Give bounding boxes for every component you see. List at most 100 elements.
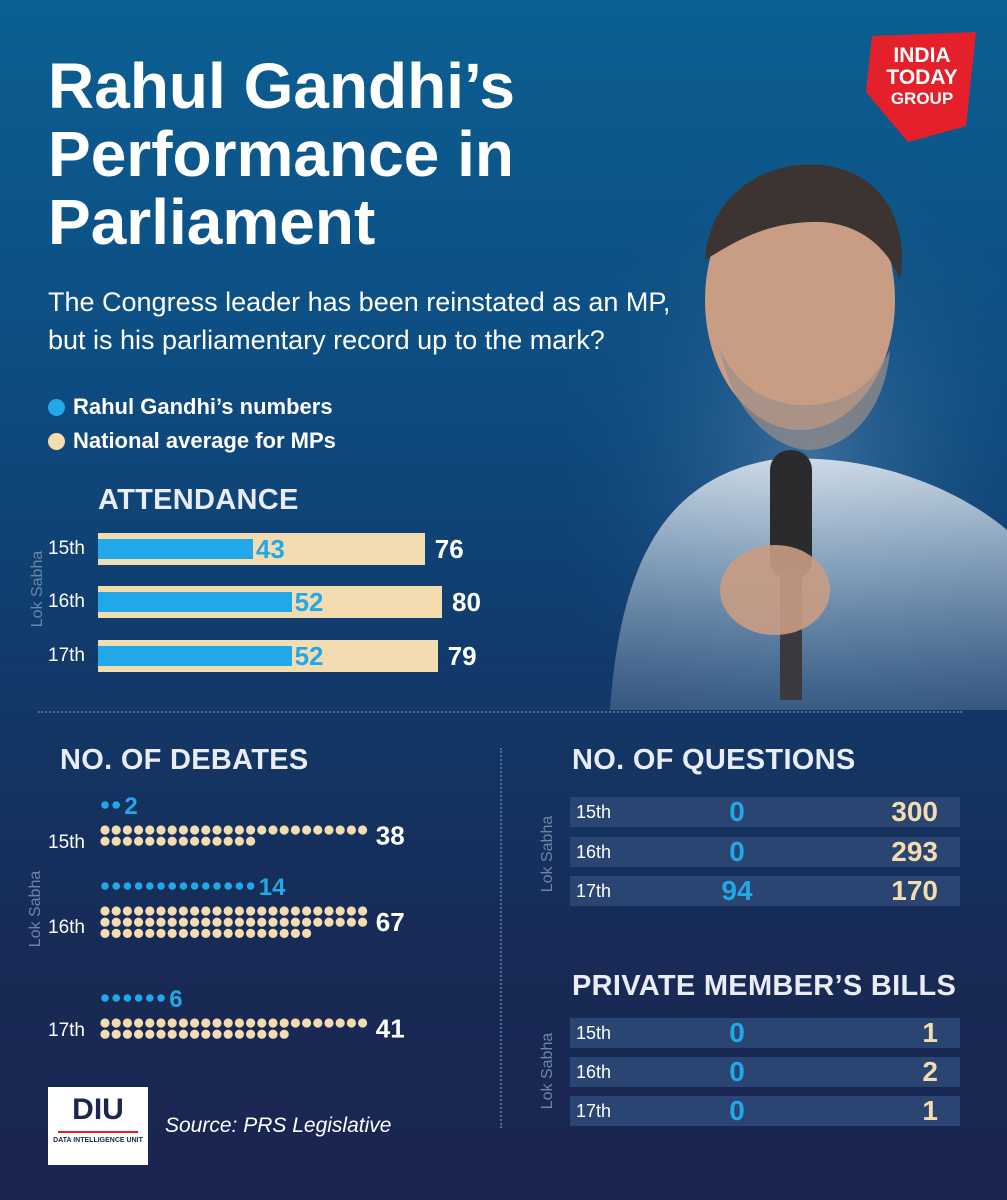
debate-dot-national: [246, 1029, 256, 1039]
debate-dot-national: [122, 825, 132, 835]
debate-dot-national: [268, 928, 278, 938]
debate-dot-national: [201, 1018, 211, 1028]
debate-dot-national: [257, 825, 267, 835]
debate-dot-national: [201, 836, 211, 846]
debate-dot-national: [324, 917, 334, 927]
debate-dot-national: [346, 1018, 356, 1028]
debate-national-value: 41: [376, 1014, 405, 1044]
questions-row: 15th 0 300: [570, 797, 960, 827]
horizontal-divider: [38, 711, 962, 713]
debate-dot-national: [190, 906, 200, 916]
legend-label: National average for MPs: [73, 428, 336, 453]
debate-dot-national: [201, 906, 211, 916]
legend-item-national: National average for MPs: [48, 428, 336, 454]
logo-line2: TODAY: [886, 66, 957, 89]
debate-dot-national: [246, 928, 256, 938]
attendance-rahul-bar: [98, 539, 253, 559]
debate-dot-national: [100, 906, 110, 916]
debate-dot-national: [279, 928, 289, 938]
debate-dot-national: [324, 825, 334, 835]
bills-title: PRIVATE MEMBER’S BILLS: [572, 970, 957, 1002]
debate-dot-rahul: [157, 994, 165, 1002]
debate-national-value: 38: [376, 821, 405, 851]
debate-dot-national: [111, 1018, 121, 1028]
legend-label: Rahul Gandhi’s numbers: [73, 394, 333, 419]
lok-sabha-label: Lok Sabha: [539, 815, 556, 893]
debate-dot-rahul: [123, 994, 132, 1002]
page-subtitle: The Congress leader has been reinstated …: [48, 287, 671, 355]
debate-dot-national: [167, 836, 177, 846]
debate-dot-national: [100, 1018, 110, 1028]
debate-dot-national: [290, 928, 300, 938]
debate-dot-national: [111, 1029, 121, 1039]
debate-dot-national: [190, 928, 200, 938]
debate-dot-national: [212, 836, 222, 846]
debate-dot-national: [268, 1018, 278, 1028]
debate-dot-national: [335, 1018, 345, 1028]
debate-dot-national: [111, 917, 121, 927]
debate-dot-national: [335, 917, 345, 927]
diu-logo-underline: [58, 1131, 138, 1133]
debate-dot-national: [279, 825, 289, 835]
debate-dot-national: [302, 928, 312, 938]
debates-row-label: 17th: [48, 1020, 85, 1041]
debate-dot-national: [111, 825, 121, 835]
bills-rahul-value: 0: [729, 1017, 745, 1048]
questions-row-label: 15th: [576, 802, 612, 822]
page-title: Rahul Gandhi’s Performance in Parliament: [48, 50, 515, 258]
debate-dot-national: [268, 825, 278, 835]
debate-dot-national: [134, 906, 144, 916]
debate-dot-national: [212, 917, 222, 927]
debate-dot-national: [201, 928, 211, 938]
debates-dots: 2 38 14 67 6 41: [100, 793, 405, 1044]
debate-dot-national: [257, 906, 267, 916]
debate-dot-national: [167, 906, 177, 916]
debate-dot-national: [134, 836, 144, 846]
legend-dot-blue: [48, 398, 65, 416]
debate-dot-national: [234, 825, 244, 835]
debate-dot-national: [122, 836, 132, 846]
logo-shape: INDIA TODAY GROUP: [866, 32, 976, 142]
debate-dot-national: [234, 1029, 244, 1039]
debate-dot-national: [178, 928, 188, 938]
debate-dot-national: [156, 917, 166, 927]
debate-dot-national: [190, 1018, 200, 1028]
debate-dot-rahul: [101, 994, 109, 1002]
debate-dot-national: [313, 1018, 323, 1028]
debate-dot-national: [313, 906, 323, 916]
debate-dot-rahul: [134, 882, 143, 890]
debate-dot-rahul: [112, 994, 120, 1002]
debate-rahul-value: 2: [124, 793, 137, 820]
attendance-national-value: 79: [447, 641, 477, 671]
debate-dot-national: [134, 825, 144, 835]
debate-dot-national: [122, 917, 132, 927]
source-note: Source: PRS Legislative: [165, 1114, 392, 1137]
questions-rahul-value: 0: [729, 836, 745, 867]
india-today-logo: INDIA TODAY GROUP: [862, 32, 982, 144]
debates-row-label: 16th: [48, 917, 85, 938]
debate-dot-national: [324, 906, 334, 916]
debate-dot-rahul: [112, 801, 120, 809]
debate-dot-national: [178, 906, 188, 916]
debate-dot-national: [257, 928, 267, 938]
questions-national-value: 170: [891, 875, 938, 906]
attendance-rahul-value: 43: [255, 534, 285, 564]
debate-dot-national: [190, 836, 200, 846]
debate-dot-national: [134, 1029, 144, 1039]
debate-dot-national: [257, 917, 267, 927]
debate-dot-national: [145, 1029, 155, 1039]
questions-row-label: 16th: [576, 842, 612, 862]
diu-logo-subtext: DATA INTELLIGENCE UNIT: [53, 1137, 143, 1144]
debate-dot-national: [167, 917, 177, 927]
debate-dot-national: [223, 928, 233, 938]
debate-dot-national: [178, 917, 188, 927]
portrait-illustration: [570, 150, 1007, 710]
debate-dot-national: [156, 836, 166, 846]
debate-dot-rahul: [101, 882, 109, 890]
debate-dot-national: [167, 1029, 177, 1039]
debate-dot-national: [145, 836, 155, 846]
debate-dot-national: [358, 825, 368, 835]
debate-dot-national: [302, 825, 312, 835]
debate-dot-national: [246, 825, 256, 835]
bills-rahul-value: 0: [729, 1095, 745, 1126]
